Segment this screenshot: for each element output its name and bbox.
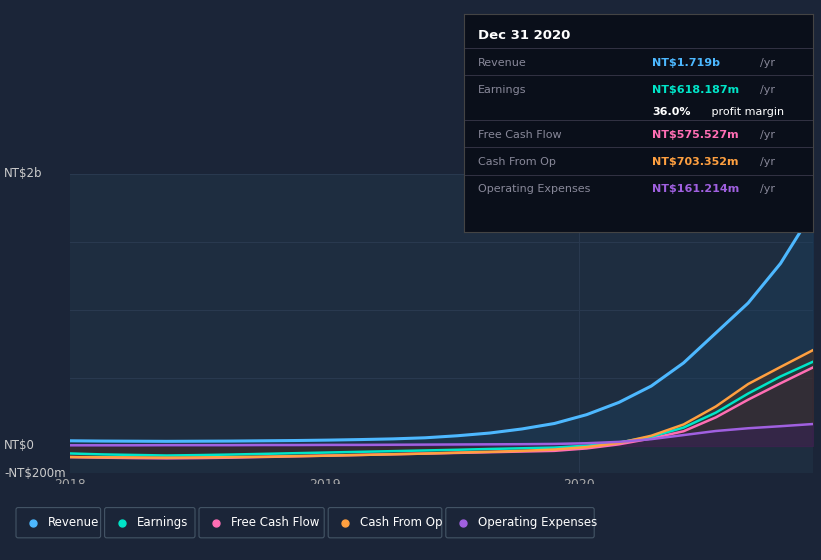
Text: NT$575.527m: NT$575.527m — [653, 130, 739, 140]
Text: Free Cash Flow: Free Cash Flow — [478, 130, 562, 140]
Text: Dec 31 2020: Dec 31 2020 — [478, 29, 571, 43]
Text: /yr: /yr — [760, 157, 776, 167]
FancyBboxPatch shape — [328, 507, 442, 538]
FancyBboxPatch shape — [199, 507, 324, 538]
Text: Operating Expenses: Operating Expenses — [478, 516, 597, 529]
Text: Earnings: Earnings — [478, 85, 526, 95]
Text: NT$2b: NT$2b — [4, 167, 43, 180]
Text: Revenue: Revenue — [48, 516, 99, 529]
Text: NT$161.214m: NT$161.214m — [653, 184, 740, 194]
Text: /yr: /yr — [760, 130, 776, 140]
Text: /yr: /yr — [760, 184, 776, 194]
FancyBboxPatch shape — [16, 507, 101, 538]
Text: NT$618.187m: NT$618.187m — [653, 85, 740, 95]
Text: Revenue: Revenue — [478, 58, 526, 68]
Text: NT$703.352m: NT$703.352m — [653, 157, 739, 167]
Text: -NT$200m: -NT$200m — [4, 466, 66, 480]
Text: /yr: /yr — [760, 85, 776, 95]
Text: Cash From Op: Cash From Op — [360, 516, 443, 529]
Text: Operating Expenses: Operating Expenses — [478, 184, 590, 194]
Text: 36.0%: 36.0% — [653, 107, 690, 117]
Text: Cash From Op: Cash From Op — [478, 157, 556, 167]
FancyBboxPatch shape — [446, 507, 594, 538]
Text: Earnings: Earnings — [136, 516, 188, 529]
Text: Free Cash Flow: Free Cash Flow — [231, 516, 319, 529]
FancyBboxPatch shape — [104, 507, 195, 538]
Text: NT$1.719b: NT$1.719b — [653, 58, 720, 68]
Text: /yr: /yr — [760, 58, 776, 68]
Text: NT$0: NT$0 — [4, 440, 35, 452]
Text: profit margin: profit margin — [708, 107, 784, 117]
